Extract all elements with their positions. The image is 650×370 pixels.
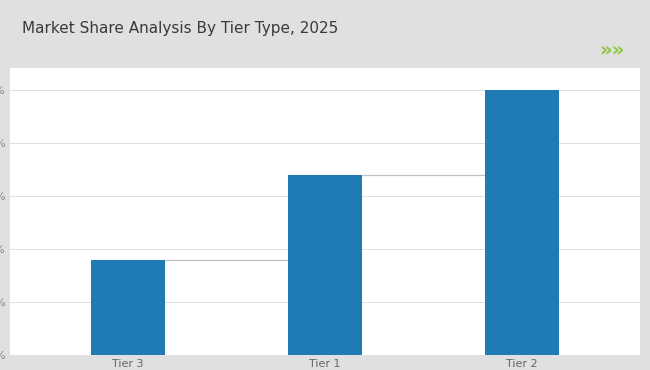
Text: »»: »» bbox=[599, 40, 625, 59]
Bar bbox=[485, 90, 560, 355]
Bar bbox=[287, 175, 363, 355]
Bar bbox=[90, 260, 165, 355]
Text: Market Share Analysis By Tier Type, 2025: Market Share Analysis By Tier Type, 2025 bbox=[22, 21, 339, 36]
